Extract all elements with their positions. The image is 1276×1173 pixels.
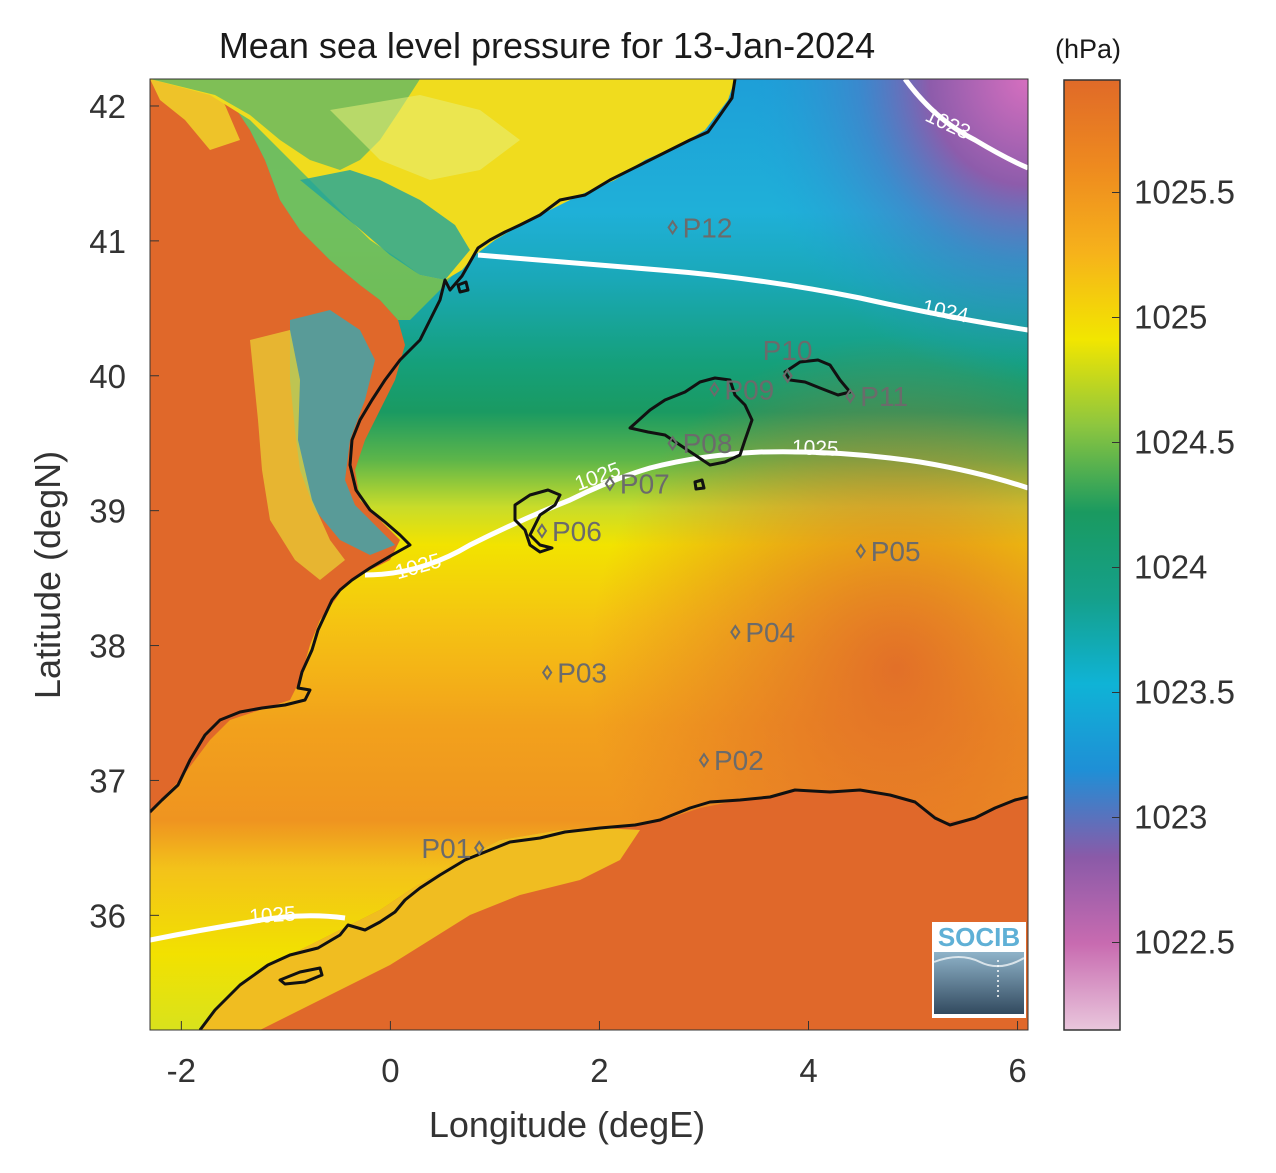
- station-p10[interactable]: P10: [763, 335, 813, 384]
- station-p02[interactable]: P02: [698, 745, 764, 776]
- station-marker-icon: [536, 523, 548, 539]
- contour-1025: [150, 913, 346, 943]
- colorbar-unit: (hPa): [1055, 34, 1121, 64]
- station-marker-icon: [604, 475, 616, 492]
- land-iberia-cyan-fringe: [290, 310, 395, 555]
- land-north-green: [150, 79, 420, 170]
- y-tick-label: 41: [89, 223, 126, 260]
- y-tick-label: 39: [89, 493, 126, 530]
- colorbar-tick-label: 1023: [1134, 799, 1207, 836]
- station-label: P06: [552, 516, 602, 547]
- x-axis-ticks: -2 0 2 4 6: [167, 1021, 1027, 1089]
- station-label: P04: [745, 617, 795, 648]
- chart-title: Mean sea level pressure for 13-Jan-2024: [219, 25, 875, 66]
- station-marker-icon: [730, 624, 741, 640]
- y-tick-label: 37: [89, 762, 126, 799]
- station-p11[interactable]: P11: [845, 381, 908, 412]
- station-marker-icon: [667, 219, 678, 236]
- colorbar-tick-label: 1025: [1134, 299, 1207, 336]
- coastline-iberia: [150, 79, 737, 814]
- socib-logo: SOCIB: [932, 922, 1026, 1018]
- station-marker-icon: [667, 435, 678, 452]
- station-p08[interactable]: P08: [667, 428, 733, 459]
- y-tick-label: 36: [89, 897, 126, 934]
- contour-label: 1025: [248, 902, 296, 928]
- x-axis-label: Longitude (degE): [429, 1104, 705, 1145]
- land-north-yellow-pale: [330, 95, 520, 180]
- y-axis-label: Latitude (degN): [27, 451, 68, 699]
- station-marker-icon: [698, 752, 710, 769]
- station-markers: P01 P02 P03 P04 P05 P06 P07 P08 P09 P10 P11 P12: [421, 212, 920, 864]
- colorbar-tick-label: 1022.5: [1134, 924, 1235, 961]
- land-africa: [200, 790, 1028, 1030]
- y-tick-label: 40: [89, 358, 126, 395]
- contour-1023: [902, 79, 1028, 171]
- coastline-africa: [198, 788, 1028, 1030]
- colorbar-tick-label: 1025.5: [1134, 174, 1235, 211]
- station-label: P02: [714, 745, 764, 776]
- station-p03[interactable]: P03: [541, 658, 607, 689]
- coastline-mallorca: [628, 376, 754, 467]
- x-tick-label: -2: [167, 1052, 196, 1089]
- station-p05[interactable]: P05: [855, 536, 921, 567]
- station-p01[interactable]: P01: [421, 833, 485, 864]
- station-label: P11: [860, 381, 908, 412]
- colorbar-tick-label: 1024.5: [1134, 424, 1235, 461]
- station-label: P07: [620, 469, 670, 500]
- station-p07[interactable]: P07: [604, 469, 670, 500]
- y-axis-ticks: 36 37 38 39 40 41 42: [89, 88, 159, 934]
- station-marker-icon: [855, 543, 866, 559]
- station-label: P01: [421, 833, 471, 864]
- station-label: P10: [763, 335, 813, 366]
- map-frame: [149, 78, 1029, 1031]
- coastline-cabrera: [693, 478, 706, 491]
- station-marker-icon: [845, 388, 856, 404]
- land-north-teal: [300, 170, 470, 280]
- contour-1025: [364, 449, 1028, 578]
- station-p06[interactable]: P06: [536, 516, 602, 547]
- x-tick-label: 2: [590, 1052, 608, 1089]
- socib-logo-wave: [933, 956, 1025, 968]
- colorbar-tick-label: 1024: [1134, 549, 1207, 586]
- socib-logo-text: SOCIB: [938, 922, 1020, 952]
- station-marker-icon: [474, 840, 485, 856]
- station-label: P09: [724, 374, 774, 405]
- station-label: P12: [683, 212, 733, 243]
- x-tick-label: 0: [381, 1052, 399, 1089]
- contour-1024: [477, 252, 1028, 333]
- x-tick-label: 4: [799, 1052, 817, 1089]
- contour-label: 1025: [791, 436, 838, 461]
- station-p09[interactable]: P09: [709, 374, 774, 405]
- station-label: P03: [557, 658, 607, 689]
- colorbar-ticks: 1022.5 1023 1023.5 1024 1024.5 1025 1025.5: [1112, 174, 1235, 961]
- land-iberia-yellow-edge: [250, 330, 345, 580]
- colorbar-tick-label: 1023.5: [1134, 674, 1235, 711]
- station-marker-icon: [782, 367, 793, 384]
- y-tick-label: 42: [89, 88, 126, 125]
- station-p04[interactable]: P04: [730, 617, 795, 648]
- station-label: P05: [871, 536, 921, 567]
- x-tick-label: 6: [1008, 1052, 1026, 1089]
- station-marker-icon: [709, 381, 720, 398]
- station-p12[interactable]: P12: [667, 212, 733, 243]
- coastline-columbretes: [456, 280, 470, 294]
- coastlines: [150, 79, 1028, 1030]
- station-marker-icon: [541, 664, 553, 681]
- coastline-ibiza: [513, 488, 562, 554]
- station-label: P08: [683, 428, 733, 459]
- y-tick-label: 38: [89, 628, 126, 665]
- colorbar: [1063, 79, 1121, 1031]
- coastline-alboran-island: [278, 966, 324, 986]
